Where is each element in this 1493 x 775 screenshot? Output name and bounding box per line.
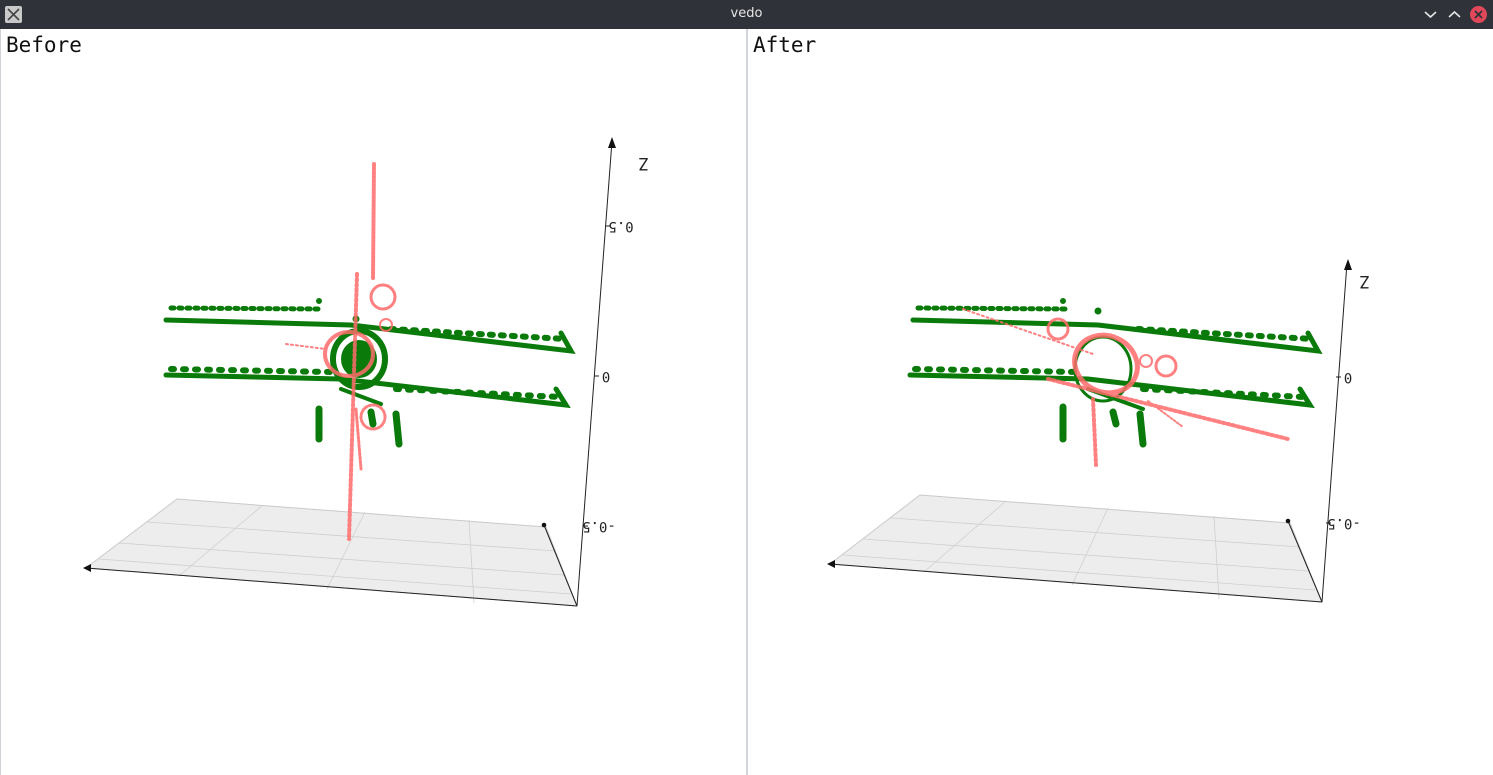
z-tick-label: 0 [1344,369,1352,385]
viewport-after[interactable]: After Z 0 -0.5 [747,29,1493,775]
source-point-cloud [285,162,397,541]
minimize-button[interactable] [1421,5,1440,24]
chevron-up-icon [1448,10,1461,18]
x-axis-line [829,563,1323,603]
z-axis-arrow [608,137,616,148]
window-titlebar: vedo [0,0,1493,29]
y-axis-arrow [1285,518,1291,524]
source-point-cloud [962,308,1290,467]
grid-lines [829,494,1316,600]
z-axis-line [576,140,613,607]
viewport-label: After [753,33,817,57]
viewport-divider [746,29,747,775]
chevron-down-icon [1424,11,1437,19]
viewport-label: Before [6,33,82,57]
z-axis-arrow [1344,259,1352,270]
z-axis-line [1321,262,1348,603]
z-tick-label: -0.5 [1327,515,1361,531]
z-tick-label: 0 [602,368,610,384]
z-tick-label: -0.5 [582,518,616,534]
x-axis-arrow [827,560,835,568]
ground-plane [828,494,1323,603]
y-axis-line [543,524,578,607]
viewport-before[interactable]: Before Z 0.5 0 -0.5 [0,29,746,775]
grid-lines [85,498,572,604]
z-axis-title: Z [639,153,649,173]
scene-after[interactable]: Z 0 -0.5 [748,29,1493,775]
scene-before[interactable]: Z 0.5 0 -0.5 [1,29,747,775]
close-button[interactable] [1469,5,1488,24]
target-point-cloud [907,298,1323,448]
y-axis-arrow [541,522,547,528]
app-icon [5,6,22,23]
z-axis-title: Z [1360,271,1370,291]
y-axis-line [1287,520,1323,603]
x-axis-line [85,567,578,607]
ground-plane [84,498,578,607]
target-point-cloud [163,298,576,448]
maximize-button[interactable] [1445,5,1464,24]
x-axis-arrow [83,564,91,572]
close-icon [1470,6,1487,23]
z-tick-label: 0.5 [608,218,633,234]
window-title: vedo [730,6,763,21]
